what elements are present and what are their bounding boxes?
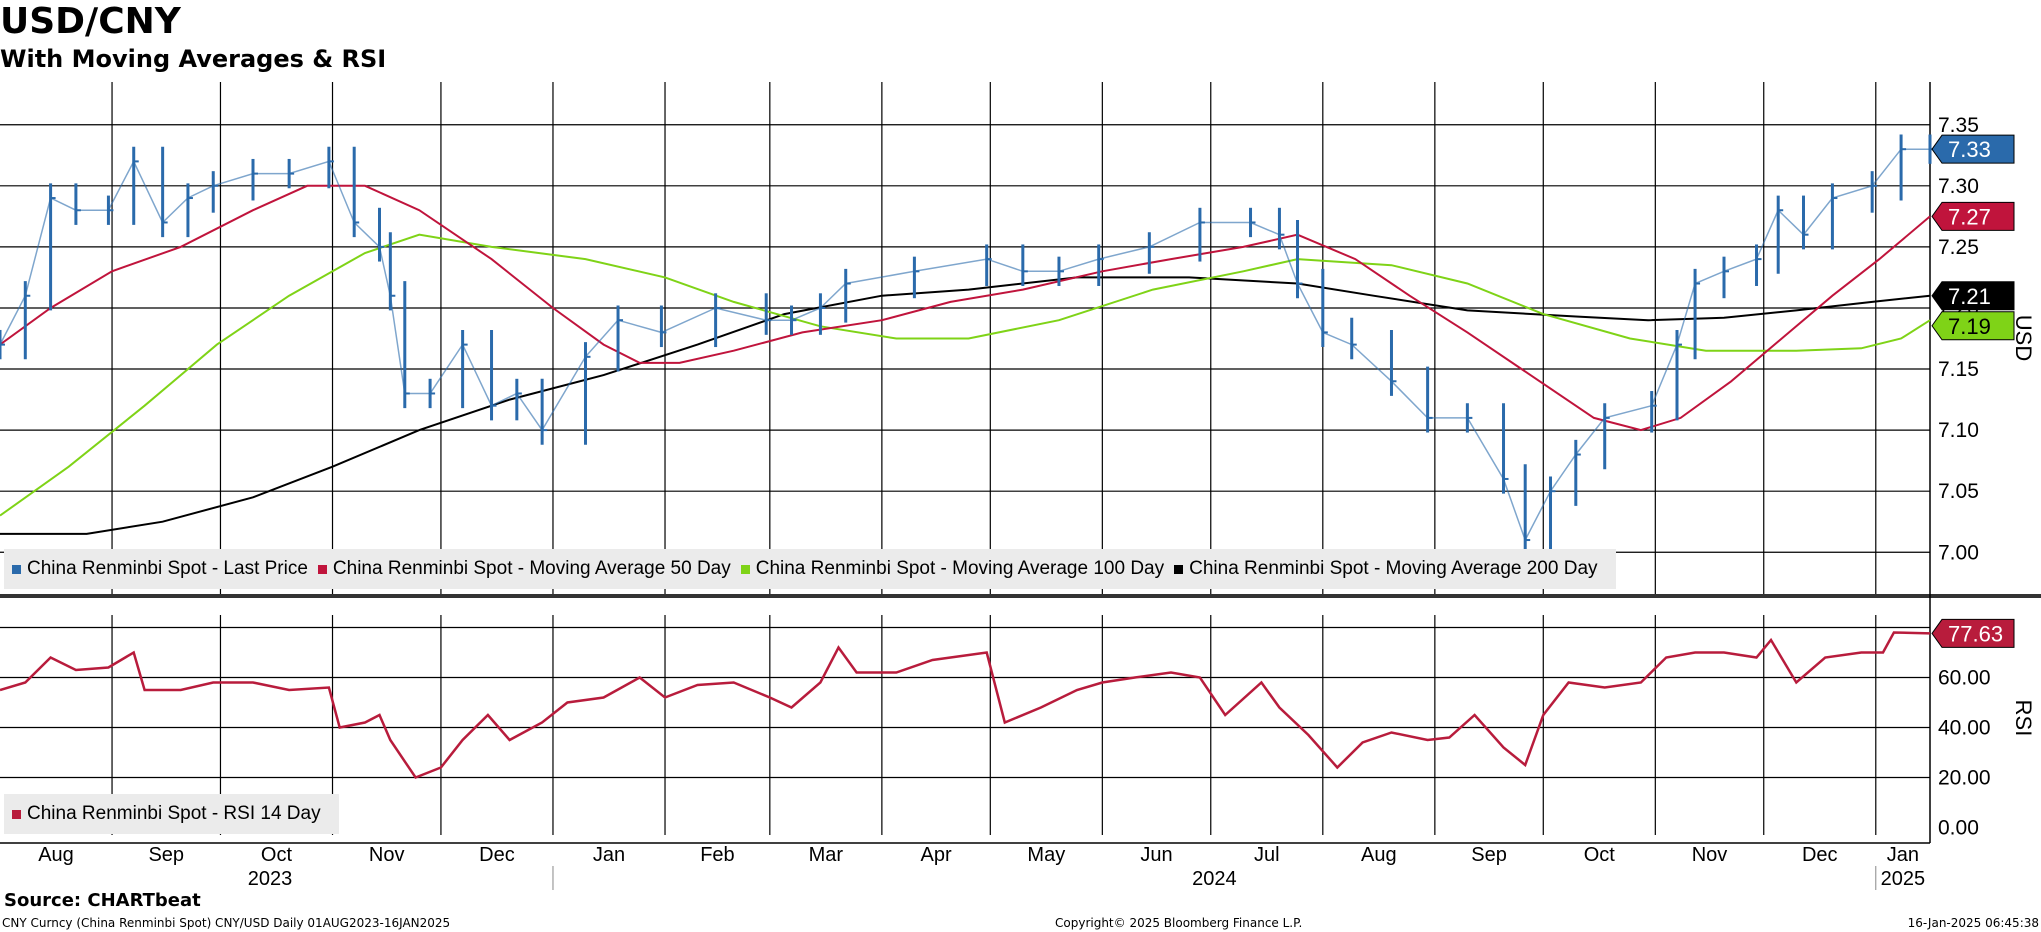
ma50-tag-bg [1931,201,2015,231]
x-month-label: Sep [1471,844,1507,866]
y-tick-label: 7.30 [1938,175,1979,198]
main-axis-title: USD [2011,315,2036,361]
rsi-tag: 77.63 [1948,621,2003,646]
legend-label-ma200: China Renminbi Spot - Moving Average 200… [1189,558,1598,579]
legend-swatch-icon [12,564,21,574]
chart-title: USD/CNY [0,1,181,42]
y-tick-label: 7.10 [1938,419,1979,442]
last-price-tag-bg [1931,134,2015,164]
chart-subtitle: With Moving Averages & RSI [0,45,387,73]
source-label: Source: CHARTbeat [4,890,201,911]
legend-swatch-icon [317,564,327,574]
x-year-label: 2024 [1192,868,1237,890]
x-month-label: May [1027,844,1065,866]
x-month-label: Oct [261,844,293,866]
x-month-label: Aug [38,844,74,866]
legend-swatch-icon [1174,564,1184,574]
rsi-legend: China Renminbi Spot - RSI 14 Day [4,794,339,834]
rsi-axis-title: RSI [2011,700,2036,737]
ma200-tag-bg [1931,281,2015,311]
footer-copyright: Copyright© 2025 Bloomberg Finance L.P. [1055,916,1303,930]
x-month-label: Jan [1887,844,1919,866]
y-tick-label: 7.15 [1938,358,1979,381]
ma100-tag-bg [1931,311,2015,341]
x-month-label: Mar [809,844,844,866]
x-month-label: Jul [1254,844,1280,866]
rsi-tick-label: 60.00 [1938,667,1991,690]
rsi-tag-bg [1931,618,2015,648]
x-month-label: Dec [1802,844,1838,866]
legend-item-ma100: China Renminbi Spot - Moving Average 100… [740,558,1165,580]
x-year-label: 2025 [1881,868,1926,890]
x-month-label: Jun [1140,844,1172,866]
y-tick-label: 7.35 [1938,114,1979,137]
x-year-label: 2023 [248,868,293,890]
footer-timestamp: 16-Jan-2025 06:45:38 [1907,916,2039,930]
legend-item-rsi: China Renminbi Spot - RSI 14 Day [12,803,321,825]
y-tick-label: 7.05 [1938,480,1979,503]
last-price-tag: 7.33 [1948,137,1991,162]
rsi-tick-label: 0.00 [1938,817,1979,840]
price-line [0,148,1930,542]
x-month-label: Dec [479,844,515,866]
x-month-label: Nov [369,844,405,866]
legend-label-rsi: China Renminbi Spot - RSI 14 Day [27,803,321,824]
rsi-tick-label: 40.00 [1938,717,1991,740]
ma50-line [0,184,1931,432]
x-month-label: Jan [593,844,625,866]
ma200-tag: 7.21 [1948,284,1991,309]
x-month-label: Aug [1361,844,1397,866]
ma100-line [0,233,1931,517]
y-tick-label: 7.00 [1938,541,1979,564]
legend-swatch-icon [12,809,21,819]
x-month-label: Sep [148,844,184,866]
footer-ticker: CNY Curncy (China Renminbi Spot) CNY/USD… [2,916,451,930]
x-month-label: Nov [1692,844,1728,866]
legend-item-last-price: China Renminbi Spot - Last Price [12,558,308,580]
ma100-tag: 7.19 [1948,314,1991,339]
x-month-label: Apr [921,844,952,866]
legend-item-ma200: China Renminbi Spot - Moving Average 200… [1174,558,1598,580]
ma50-tag: 7.27 [1948,204,1991,229]
rsi-tick-label: 20.00 [1938,767,1991,790]
price-legend: China Renminbi Spot - Last Price China R… [4,549,1616,589]
y-tick-label: 7.25 [1938,236,1979,259]
legend-label-ma100: China Renminbi Spot - Moving Average 100… [755,558,1165,579]
x-month-label: Feb [700,844,734,866]
legend-label-last-price: China Renminbi Spot - Last Price [27,558,308,579]
legend-label-ma50: China Renminbi Spot - Moving Average 50 … [332,558,731,579]
rsi-line [0,631,1931,780]
legend-swatch-icon [740,564,750,574]
x-month-label: Oct [1584,844,1616,866]
ma200-line [0,276,1931,535]
legend-item-ma50: China Renminbi Spot - Moving Average 50 … [317,558,731,580]
